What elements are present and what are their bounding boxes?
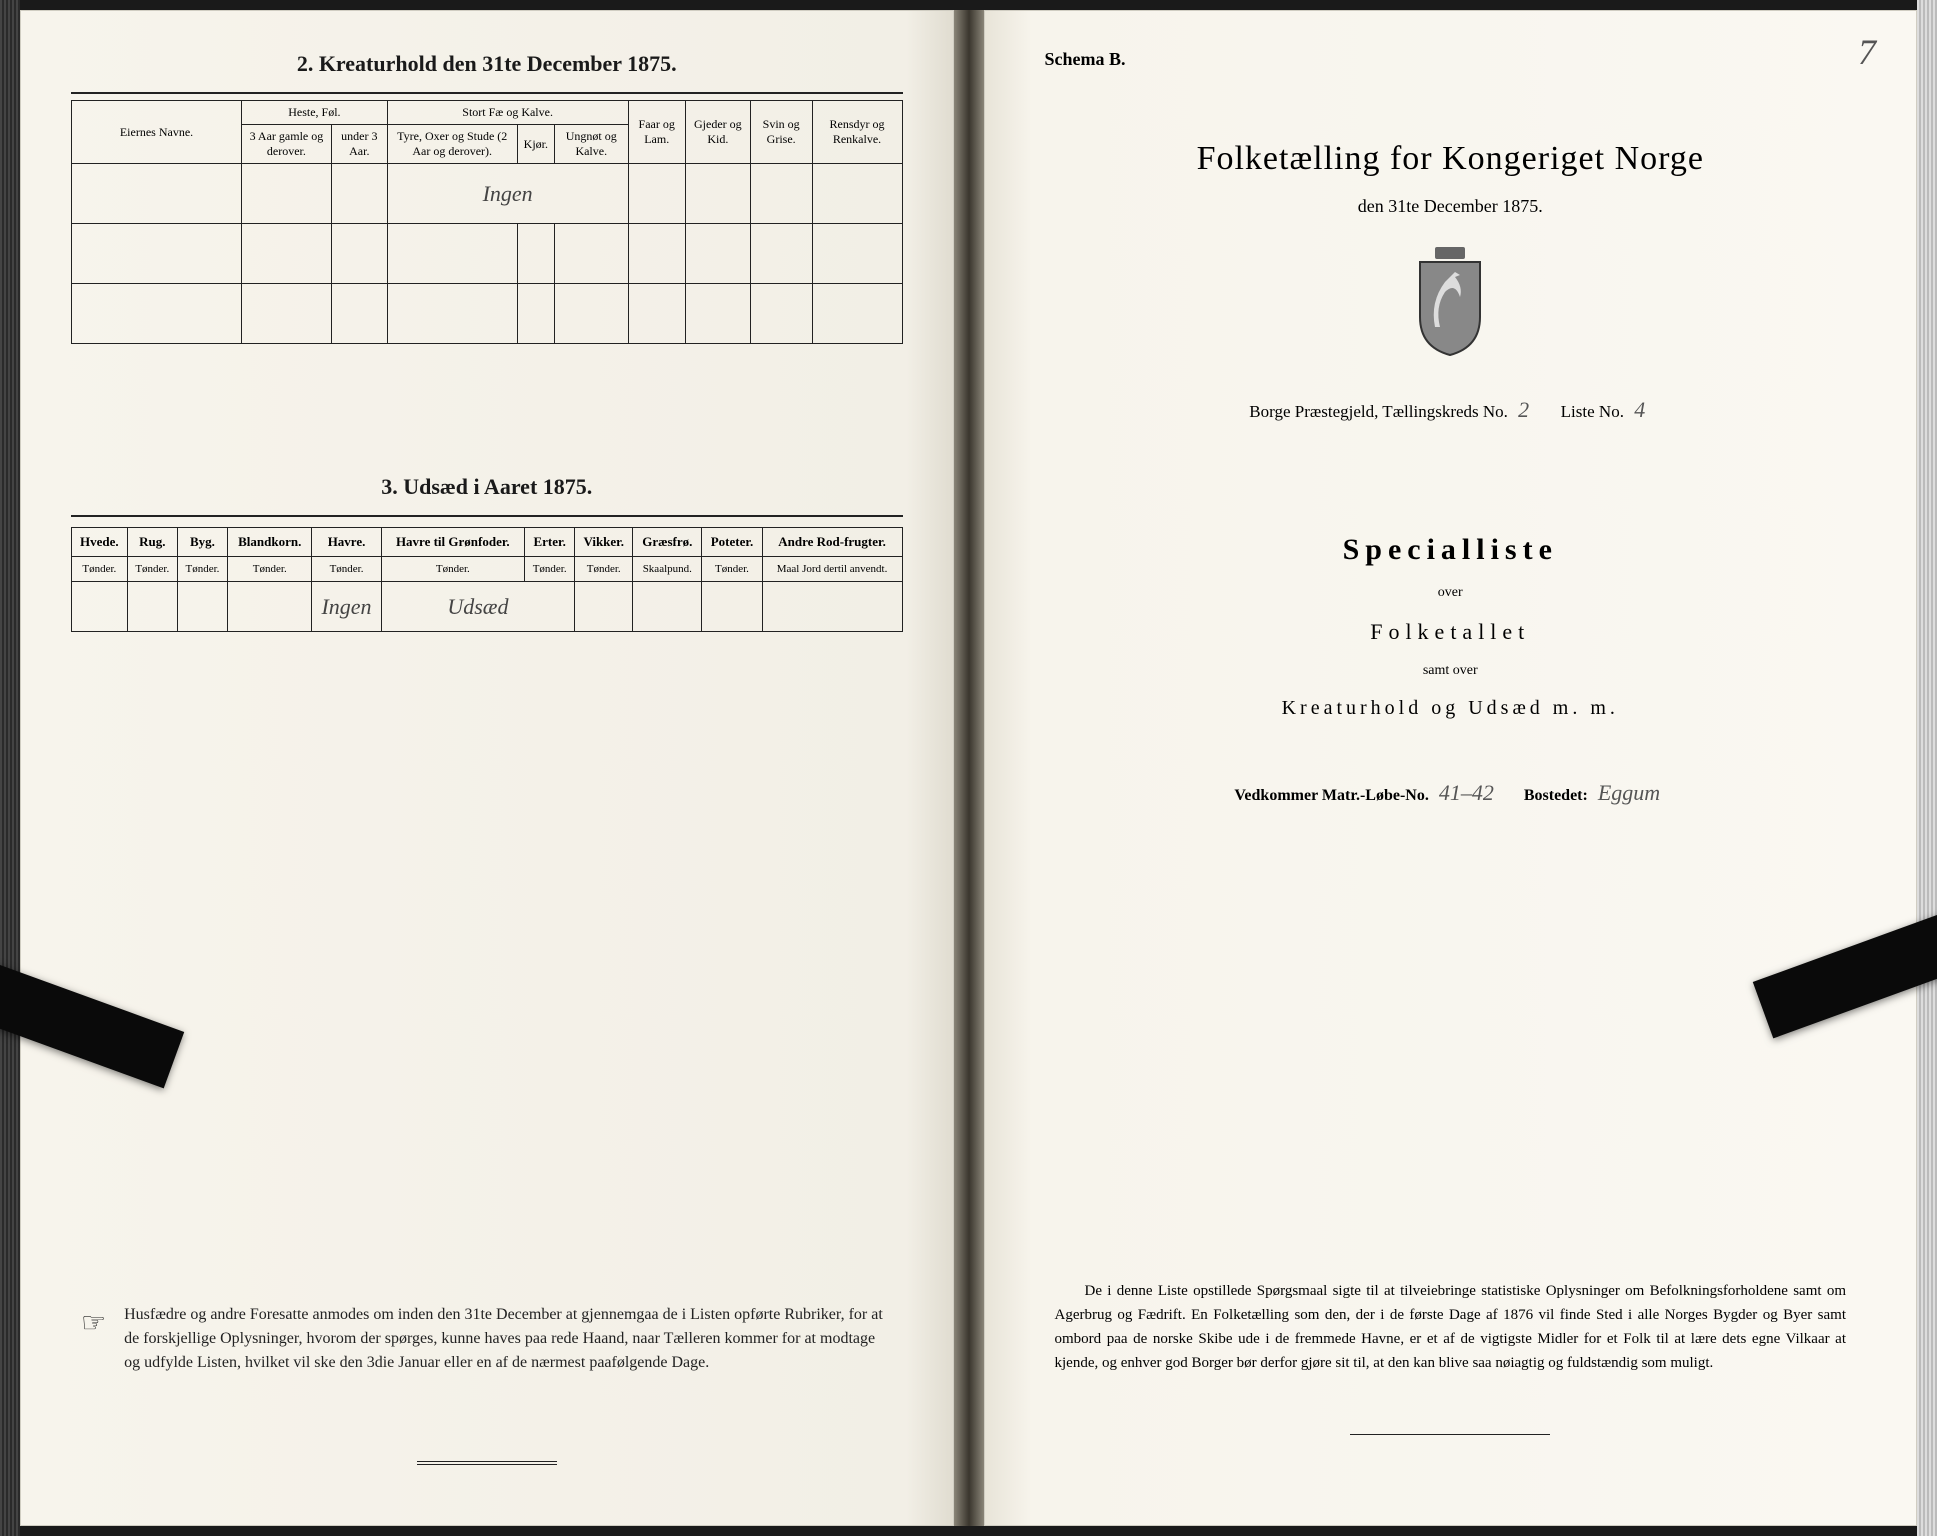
tbl3-sub: Tønder. xyxy=(702,557,762,582)
udsaed-table: Hvede. Rug. Byg. Blandkorn. Havre. Havre… xyxy=(71,527,903,632)
page-number: 7 xyxy=(1858,31,1876,73)
left-page: 2. Kreaturhold den 31te December 1875. E… xyxy=(20,10,954,1526)
col-cattle-b: Kjør. xyxy=(517,125,554,164)
right-page: 7 Schema B. Folketælling for Kongeriget … xyxy=(984,10,1918,1526)
tbl3-sub: Skaalpund. xyxy=(633,557,702,582)
tbl3-col: Havre. xyxy=(312,528,381,557)
tbl3-col: Andre Rod-frugter. xyxy=(762,528,902,557)
tbl3-sub: Maal Jord dertil anvendt. xyxy=(762,557,902,582)
tbl3-col: Byg. xyxy=(177,528,227,557)
sp-folketallet: Folketallet xyxy=(1035,619,1867,645)
prestegjeld-label: Borge Præstegjeld, Tællingskreds No. xyxy=(1249,402,1508,421)
specialliste-title: Specialliste xyxy=(1035,533,1867,567)
main-title: Folketælling for Kongeriget Norge xyxy=(1035,140,1867,178)
tbl3-header-row: Hvede. Rug. Byg. Blandkorn. Havre. Havre… xyxy=(72,528,903,557)
census-date: den 31te December 1875. xyxy=(1035,196,1867,217)
handwritten-entry: Udsæd xyxy=(381,582,575,632)
schema-label: Schema B. xyxy=(1045,49,1867,70)
footer-text: Husfædre og andre Foresatte anmodes om i… xyxy=(124,1303,892,1375)
col-rein: Rensdyr og Renkalve. xyxy=(812,101,902,164)
tbl3-col: Poteter. xyxy=(702,528,762,557)
col-sheep: Faar og Lam. xyxy=(628,101,685,164)
tbl3-sub: Tønder. xyxy=(312,557,381,582)
section3-title: 3. Udsæd i Aaret 1875. xyxy=(71,474,903,500)
divider xyxy=(71,92,903,94)
bostedet-label: Bostedet: xyxy=(1524,787,1588,804)
tbl3-sub: Tønder. xyxy=(381,557,525,582)
coat-of-arms-icon xyxy=(1405,247,1495,357)
tbl3-sub: Tønder. xyxy=(72,557,128,582)
section2-title: 2. Kreaturhold den 31te December 1875. xyxy=(71,51,903,77)
district-line: Borge Præstegjeld, Tællingskreds No. 2 L… xyxy=(1035,397,1867,423)
sp-samt: samt over xyxy=(1035,663,1867,679)
tbl3-sub: Tønder. xyxy=(228,557,312,582)
vedkommer-label: Vedkommer Matr.-Løbe-No. xyxy=(1234,787,1429,804)
matr-lobe-no: 41–42 xyxy=(1433,780,1500,805)
divider xyxy=(71,515,903,517)
col-cattle-a: Tyre, Oxer og Stude (2 Aar og derover). xyxy=(387,125,517,164)
table-row: Ingen xyxy=(72,164,903,224)
kreds-number: 2 xyxy=(1512,397,1535,422)
handwritten-entry: Ingen xyxy=(312,582,381,632)
col-owner: Eiernes Navne. xyxy=(72,101,242,164)
divider xyxy=(1350,1434,1550,1435)
col-horse-b: under 3 Aar. xyxy=(331,125,387,164)
book-edge xyxy=(0,0,20,1536)
kreaturhold-table: Eiernes Navne. Heste, Føl. Stort Fæ og K… xyxy=(71,100,903,344)
liste-label: Liste No. xyxy=(1561,402,1624,421)
col-goat: Gjeder og Kid. xyxy=(685,101,750,164)
book-spread: 2. Kreaturhold den 31te December 1875. E… xyxy=(20,10,1917,1526)
table-row: Ingen Udsæd xyxy=(72,582,903,632)
tbl3-sub: Tønder. xyxy=(127,557,177,582)
col-horse-a: 3 Aar gamle og derover. xyxy=(242,125,332,164)
tbl3-col: Blandkorn. xyxy=(228,528,312,557)
tbl3-col: Græsfrø. xyxy=(633,528,702,557)
tbl3-col: Vikker. xyxy=(575,528,633,557)
tbl3-sub: Tønder. xyxy=(525,557,575,582)
tbl3-col: Hvede. xyxy=(72,528,128,557)
vedkommer-line: Vedkommer Matr.-Løbe-No. 41–42 Bostedet:… xyxy=(1035,780,1867,806)
col-pig: Svin og Grise. xyxy=(750,101,812,164)
tbl3-sub-row: Tønder. Tønder. Tønder. Tønder. Tønder. … xyxy=(72,557,903,582)
tbl3-col: Havre til Grønfoder. xyxy=(381,528,525,557)
tbl3-col: Erter. xyxy=(525,528,575,557)
col-cattle-group: Stort Fæ og Kalve. xyxy=(387,101,628,125)
right-footer-text: De i denne Liste opstillede Spørgsmaal s… xyxy=(1055,1279,1847,1375)
book-spine xyxy=(954,10,984,1526)
tbl3-col: Rug. xyxy=(127,528,177,557)
bostedet-value: Eggum xyxy=(1592,780,1666,805)
liste-number: 4 xyxy=(1628,397,1651,422)
left-footer-note: ☞ Husfædre og andre Foresatte anmodes om… xyxy=(81,1303,893,1375)
sp-kreaturhold: Kreaturhold og Udsæd m. m. xyxy=(1035,697,1867,720)
table-row xyxy=(72,224,903,284)
divider xyxy=(417,1461,557,1465)
col-horse-group: Heste, Føl. xyxy=(242,101,388,125)
table-row xyxy=(72,284,903,344)
col-cattle-c: Ungnøt og Kalve. xyxy=(555,125,629,164)
sp-over: over xyxy=(1035,585,1867,601)
tbl3-sub: Tønder. xyxy=(177,557,227,582)
book-edge xyxy=(1917,0,1937,1536)
tbl3-sub: Tønder. xyxy=(575,557,633,582)
pointing-hand-icon: ☞ xyxy=(81,1303,106,1375)
handwritten-entry: Ingen xyxy=(387,164,628,224)
